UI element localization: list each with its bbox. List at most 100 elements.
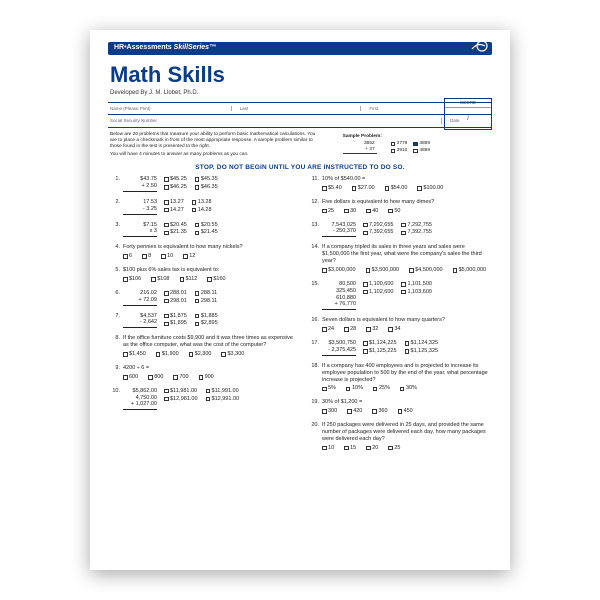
- answer-option[interactable]: $1,124,225: [363, 340, 397, 347]
- checkbox-icon[interactable]: [164, 177, 169, 182]
- checkbox-icon[interactable]: [405, 349, 410, 354]
- answer-option[interactable]: $1,885: [195, 313, 218, 320]
- checkbox-icon[interactable]: [164, 185, 169, 190]
- checkbox-icon[interactable]: [344, 327, 349, 332]
- checkbox-icon[interactable]: [195, 299, 200, 304]
- checkbox-icon[interactable]: [164, 291, 169, 296]
- answer-option[interactable]: 10: [161, 253, 173, 260]
- answer-option[interactable]: 28: [344, 326, 356, 333]
- answer-option[interactable]: $160: [207, 276, 225, 283]
- answer-option[interactable]: $2,300: [189, 351, 212, 358]
- checkbox-icon[interactable]: [401, 282, 406, 287]
- checkbox-icon[interactable]: [417, 186, 422, 191]
- answer-option[interactable]: $11,991.00: [206, 388, 240, 395]
- answer-option[interactable]: $1,450: [123, 351, 146, 358]
- checkbox-icon[interactable]: [388, 209, 393, 214]
- checkbox-icon[interactable]: [161, 254, 166, 259]
- answer-option[interactable]: 13.28: [192, 199, 212, 206]
- checkbox-icon[interactable]: [164, 314, 169, 319]
- answer-option[interactable]: $45.35: [195, 176, 218, 183]
- checkbox-icon[interactable]: [195, 314, 200, 319]
- checkbox-icon[interactable]: [388, 327, 393, 332]
- answer-option[interactable]: 34: [388, 326, 400, 333]
- checkbox-icon[interactable]: [363, 231, 368, 236]
- checkbox-icon[interactable]: [148, 375, 153, 380]
- answer-option[interactable]: $1,124,325: [405, 340, 439, 347]
- answer-option[interactable]: 6: [123, 253, 132, 260]
- answer-option[interactable]: 5%: [322, 385, 336, 392]
- answer-option[interactable]: 900: [199, 374, 214, 381]
- checkbox-icon[interactable]: [366, 209, 371, 214]
- checkbox-icon[interactable]: [156, 352, 161, 357]
- checkbox-icon[interactable]: [366, 268, 371, 273]
- checkbox-icon[interactable]: [195, 231, 200, 236]
- checkbox-icon[interactable]: [363, 282, 368, 287]
- checkbox-icon[interactable]: [322, 209, 327, 214]
- answer-option[interactable]: 7,392,655: [363, 229, 393, 236]
- answer-option[interactable]: $27.00: [352, 185, 375, 192]
- checkbox-icon[interactable]: [352, 186, 357, 191]
- answer-option[interactable]: $1,895: [164, 320, 187, 327]
- checkbox-icon[interactable]: [391, 142, 396, 147]
- answer-option[interactable]: 13.27: [164, 199, 184, 206]
- answer-option[interactable]: 15: [344, 445, 356, 452]
- answer-option[interactable]: 300: [322, 408, 337, 415]
- checkbox-icon[interactable]: [363, 349, 368, 354]
- checkbox-icon[interactable]: [347, 409, 352, 414]
- checkbox-icon[interactable]: [363, 290, 368, 295]
- checkbox-icon[interactable]: [400, 387, 405, 392]
- answer-option[interactable]: 298.01: [164, 298, 187, 305]
- answer-option[interactable]: $106: [123, 276, 141, 283]
- checkbox-icon[interactable]: [322, 387, 327, 392]
- answer-option[interactable]: $20.55: [195, 222, 218, 229]
- answer-option[interactable]: $1,125,225: [363, 348, 397, 355]
- answer-option[interactable]: 7,292,755: [401, 222, 431, 229]
- answer-option[interactable]: $3,300: [221, 351, 244, 358]
- answer-option[interactable]: 450: [398, 408, 413, 415]
- answer-option[interactable]: $1,875: [164, 313, 187, 320]
- sample-option[interactable]: 3910: [391, 148, 408, 154]
- checkbox-icon[interactable]: [373, 387, 378, 392]
- checkbox-icon[interactable]: [413, 142, 418, 147]
- answer-option[interactable]: 10%: [346, 385, 363, 392]
- answer-option[interactable]: 1,103,600: [401, 289, 431, 296]
- answer-option[interactable]: $12,991.00: [206, 396, 240, 403]
- checkbox-icon[interactable]: [206, 389, 211, 394]
- answer-option[interactable]: $21.35: [164, 229, 187, 236]
- checkbox-icon[interactable]: [164, 299, 169, 304]
- answer-option[interactable]: 30: [344, 208, 356, 215]
- answer-option[interactable]: 40: [366, 208, 378, 215]
- checkbox-icon[interactable]: [398, 409, 403, 414]
- checkbox-icon[interactable]: [192, 208, 197, 213]
- checkbox-icon[interactable]: [164, 223, 169, 228]
- checkbox-icon[interactable]: [366, 446, 371, 451]
- answer-option[interactable]: 25%: [373, 385, 390, 392]
- checkbox-icon[interactable]: [344, 209, 349, 214]
- checkbox-icon[interactable]: [453, 268, 458, 273]
- checkbox-icon[interactable]: [173, 375, 178, 380]
- answer-option[interactable]: $45.25: [164, 176, 187, 183]
- answer-option[interactable]: 1,102,600: [363, 289, 393, 296]
- checkbox-icon[interactable]: [189, 352, 194, 357]
- checkbox-icon[interactable]: [405, 341, 410, 346]
- answer-option[interactable]: $20.45: [164, 222, 187, 229]
- answer-option[interactable]: 700: [173, 374, 188, 381]
- checkbox-icon[interactable]: [401, 231, 406, 236]
- answer-option[interactable]: 50: [388, 208, 400, 215]
- answer-option[interactable]: 8: [142, 253, 151, 260]
- answer-option[interactable]: $54.00: [385, 185, 408, 192]
- answer-option[interactable]: $1,900: [156, 351, 179, 358]
- checkbox-icon[interactable]: [164, 208, 169, 213]
- checkbox-icon[interactable]: [183, 254, 188, 259]
- answer-option[interactable]: $12,981.00: [164, 396, 198, 403]
- checkbox-icon[interactable]: [195, 322, 200, 327]
- answer-option[interactable]: $108: [151, 276, 169, 283]
- checkbox-icon[interactable]: [409, 268, 414, 273]
- checkbox-icon[interactable]: [344, 446, 349, 451]
- checkbox-icon[interactable]: [180, 277, 185, 282]
- checkbox-icon[interactable]: [164, 397, 169, 402]
- checkbox-icon[interactable]: [195, 291, 200, 296]
- sample-option[interactable]: 3889: [413, 141, 430, 147]
- checkbox-icon[interactable]: [164, 322, 169, 327]
- checkbox-icon[interactable]: [363, 223, 368, 228]
